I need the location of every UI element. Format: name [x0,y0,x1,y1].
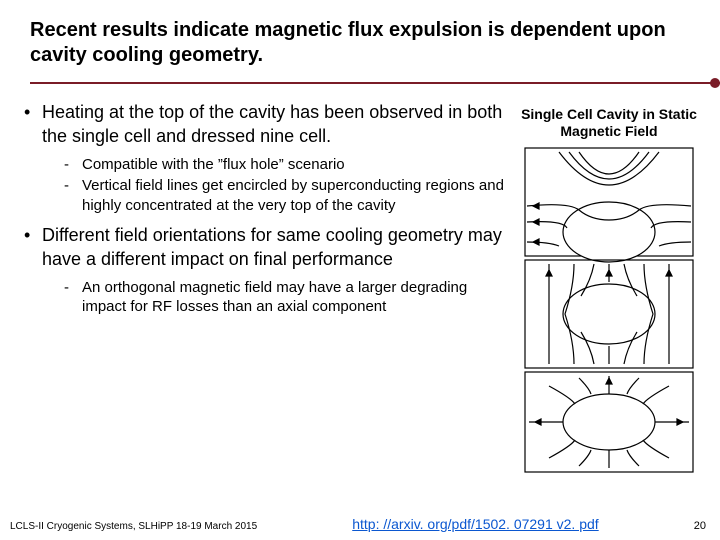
slide-title: Recent results indicate magnetic flux ex… [0,0,720,74]
bullet-text: Different field orientations for same co… [42,225,502,269]
content-area: Heating at the top of the cavity has bee… [0,96,720,476]
rule-dot-icon [710,78,720,88]
sub-bullet: An orthogonal magnetic field may have a … [64,278,514,317]
cavity-field-diagram-icon [519,146,699,476]
sub-bullet: Compatible with the ”flux hole” scenario [64,155,514,175]
sub-bullet: Vertical field lines get encircled by su… [64,176,514,215]
diagram-column: Single Cell Cavity in Static Magnetic Fi… [514,100,704,476]
reference-link[interactable]: http: //arxiv. org/pdf/1502. 07291 v2. p… [257,516,694,532]
bullet-item: Heating at the top of the cavity has bee… [24,100,514,215]
text-column: Heating at the top of the cavity has bee… [24,100,514,476]
bullet-text: Heating at the top of the cavity has bee… [42,102,502,146]
rule-line [30,82,720,84]
bullet-item: Different field orientations for same co… [24,223,514,317]
footer: LCLS-II Cryogenic Systems, SLHiPP 18-19 … [0,516,720,532]
diagram-title: Single Cell Cavity in Static Magnetic Fi… [514,106,704,140]
footer-meta: LCLS-II Cryogenic Systems, SLHiPP 18-19 … [10,521,257,532]
title-rule [30,78,720,88]
page-number: 20 [694,520,706,532]
